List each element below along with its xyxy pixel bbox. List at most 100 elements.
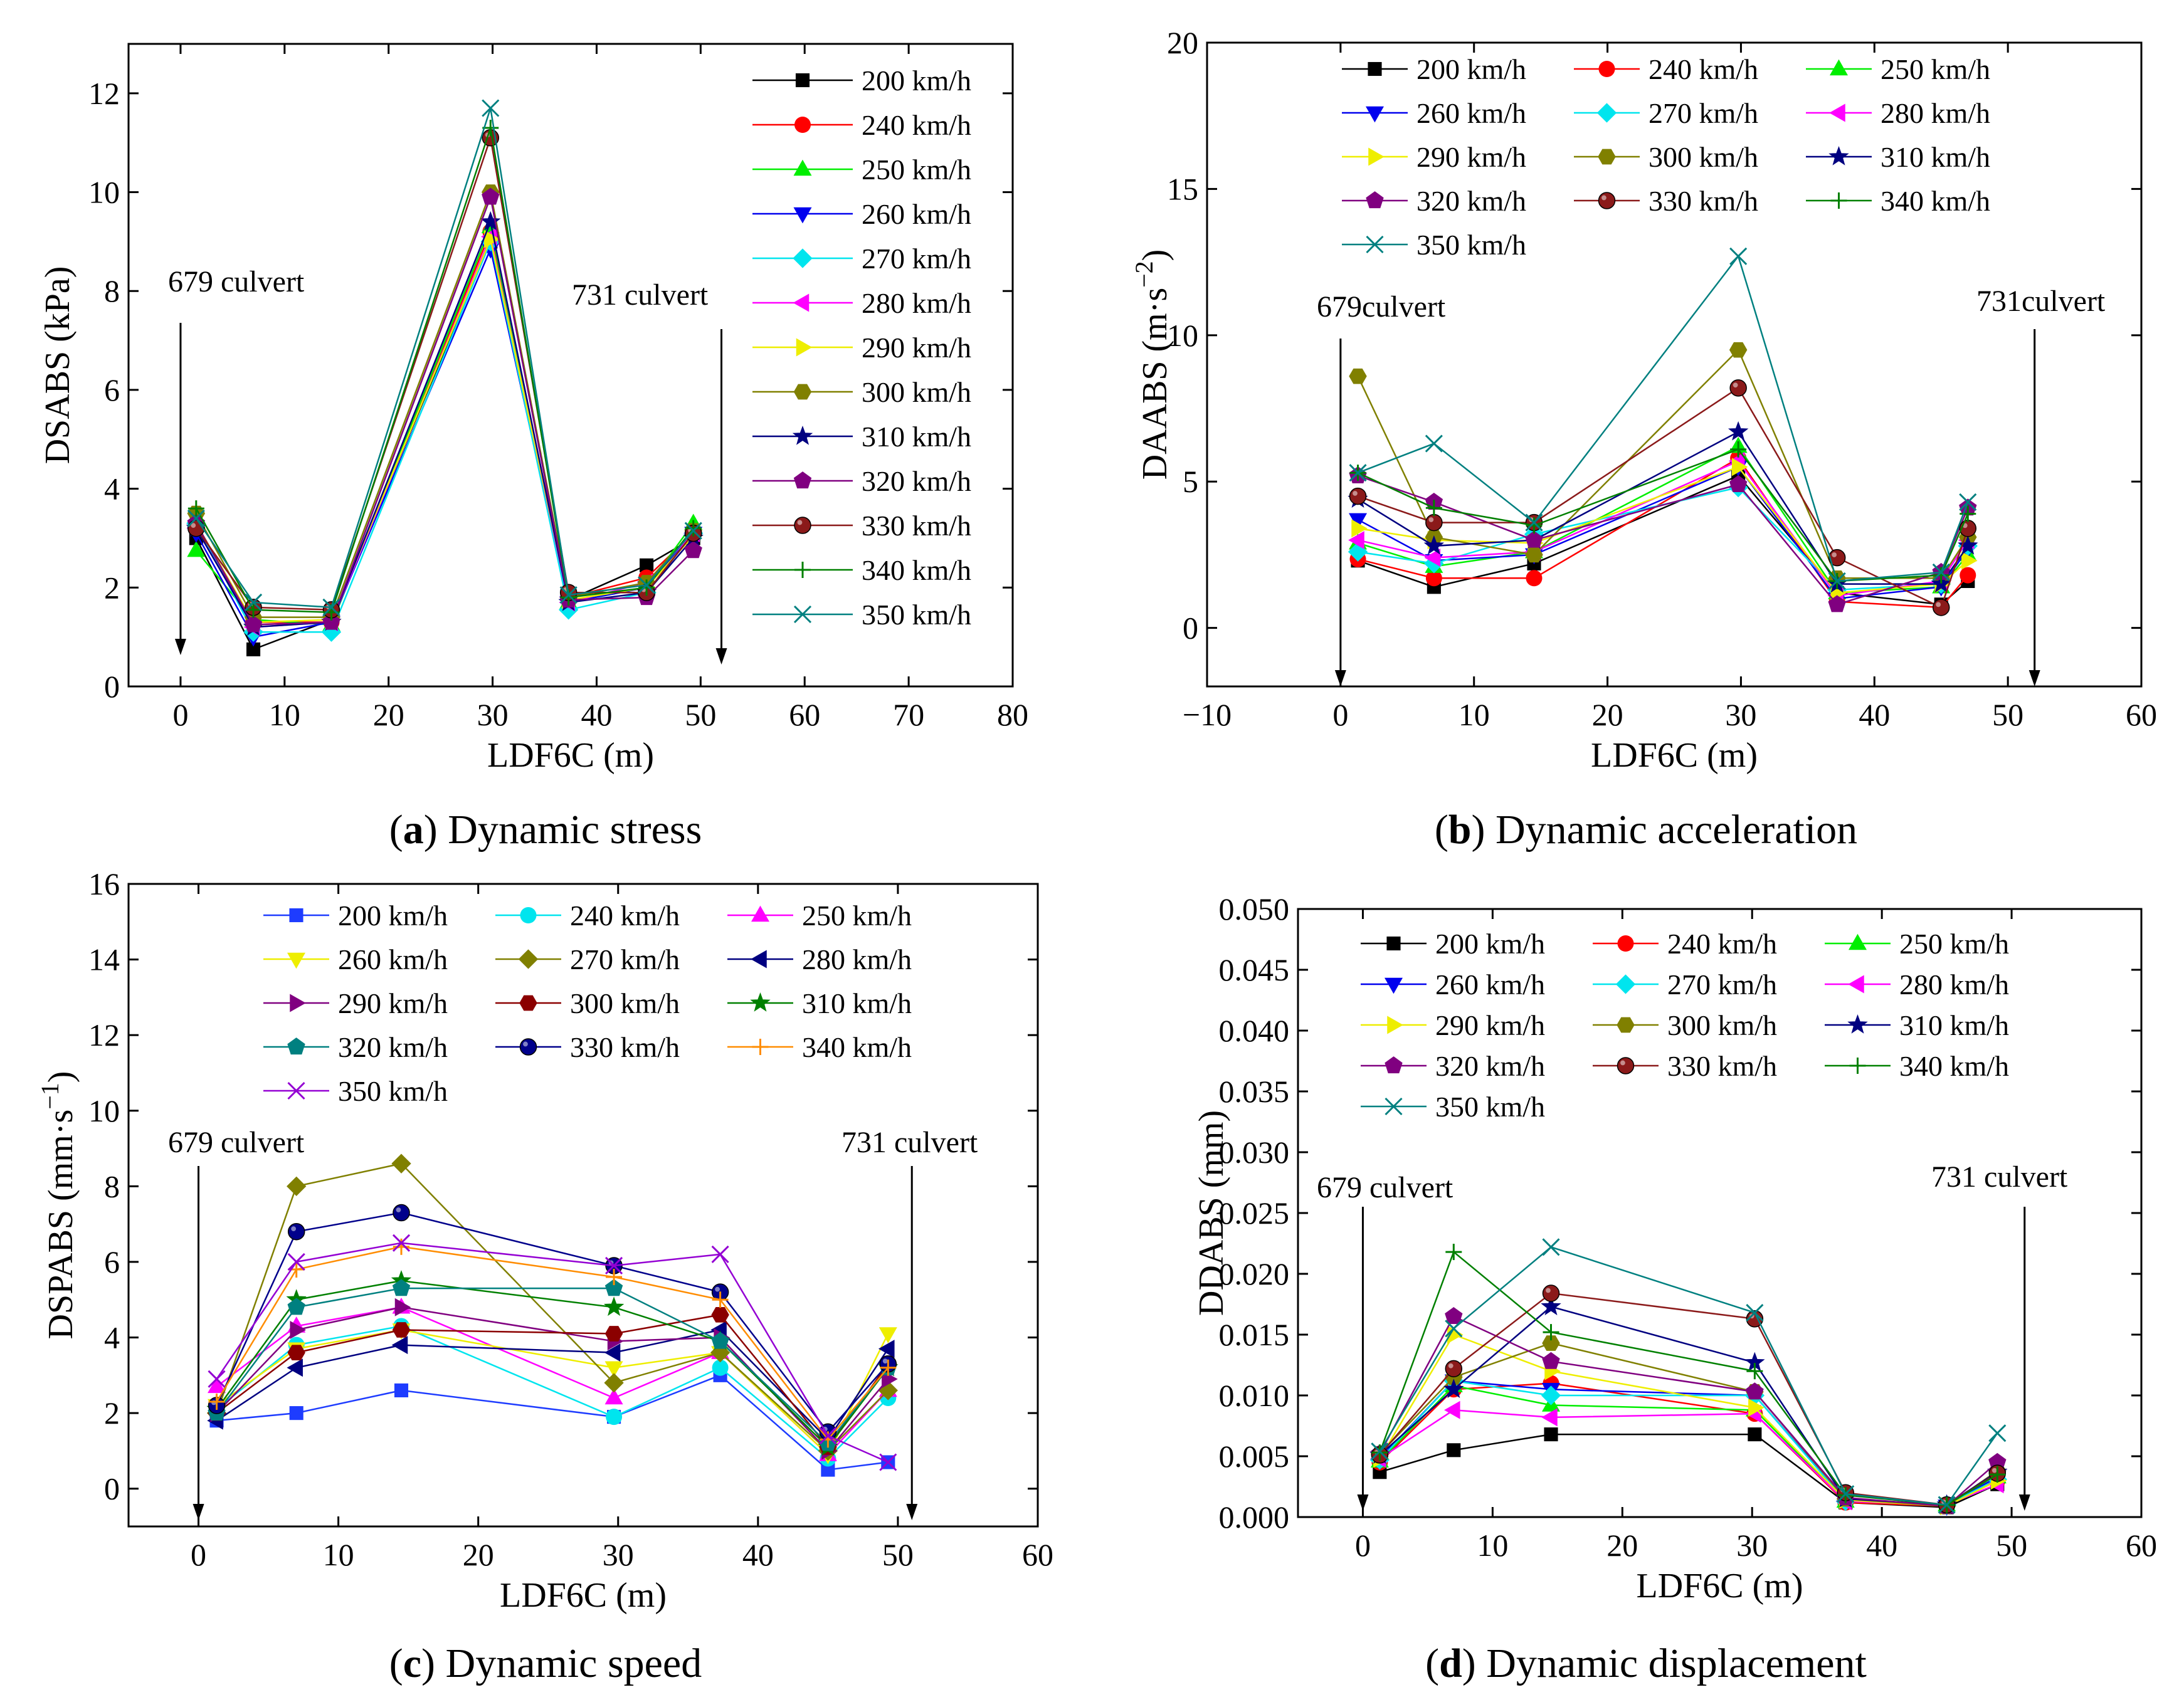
panel-a-legend-entry: 250 km/h <box>752 154 971 186</box>
panel-a-legend-label: 270 km/h <box>862 243 971 275</box>
panel-c-data-point-d2 <box>605 1256 623 1275</box>
panel-b-legend-entry: 240 km/h <box>1574 53 1758 85</box>
panel-b-data-point-highlight <box>1936 602 1941 607</box>
panel-d-data-point <box>1371 1442 1389 1461</box>
panel-b-legend-label: 250 km/h <box>1881 53 1990 85</box>
panel-d-data-point-d2 <box>1542 1238 1560 1256</box>
panel-c-legend-entry: 280 km/h <box>727 943 912 975</box>
panel-d-xtick-label: 10 <box>1477 1528 1508 1563</box>
panel-b-ylabel-part1: DAABS (m·s <box>1136 288 1174 480</box>
panel-d-legend-entry: 260 km/h <box>1361 969 1545 1001</box>
panel-b-data-point <box>1828 595 1846 612</box>
panel-d-data-point <box>1746 1304 1764 1322</box>
panel-c-caption-letter: c <box>403 1641 421 1686</box>
panel-c-xtick-label: 60 <box>1022 1537 1053 1572</box>
panel-b-data-point <box>1729 475 1748 492</box>
panel-d-series-300-km-h <box>1371 1335 2007 1514</box>
panel-c-legend-label: 290 km/h <box>338 987 448 1019</box>
panel-c-ytick-label: 16 <box>88 866 120 901</box>
panel-c-legend-entry: 300 km/h <box>495 987 680 1019</box>
panel-c-caption-text: Dynamic speed <box>446 1641 702 1686</box>
panel-b-legend-entry: 250 km/h <box>1806 53 1990 85</box>
panel-a-caption-letter: a <box>403 807 424 853</box>
panel-a-legend-entry: 310 km/h <box>752 421 971 453</box>
panel-c-legend-label: 200 km/h <box>338 900 448 932</box>
panel-a-data-point <box>684 541 702 559</box>
panel-b-legend-marker <box>1366 235 1384 254</box>
panel-b-data-point <box>1933 567 1949 584</box>
panel-b-xtick-label: 0 <box>1332 697 1348 732</box>
panel-b-legend-marker <box>1366 191 1384 209</box>
panel-b-data-point <box>1349 487 1367 505</box>
panel-c-data-point <box>392 1234 411 1252</box>
panel-c-data-point <box>287 1298 305 1315</box>
panel-b-culvert-arrowhead-1 <box>2028 670 2040 686</box>
panel-c-data-point <box>208 1377 226 1394</box>
panel-d-ytick-label: 0.040 <box>1219 1013 1290 1048</box>
panel-d-series-290-km-h <box>1373 1325 2007 1516</box>
panel-b-legend-entry: 200 km/h <box>1342 53 1526 85</box>
panel-b-data-point <box>1348 531 1364 550</box>
panel-a-legend-marker <box>792 425 813 445</box>
panel-a-legend-entry: 320 km/h <box>752 465 971 497</box>
panel-c-xlabel: LDF6C (m) <box>500 1576 667 1615</box>
panel-c-series-350-km-h <box>208 1234 897 1471</box>
panel-d-series-line <box>1379 1409 1998 1506</box>
panel-a-legend-label: 280 km/h <box>862 287 971 319</box>
panel-d-caption-text: Dynamic displacement <box>1486 1641 1867 1686</box>
panel-b-series-340-km-h <box>1349 441 1976 589</box>
panel-b-data-point <box>1958 535 1978 555</box>
panel-d-legend-entry: 270 km/h <box>1593 969 1777 1001</box>
panel-b-series-310-km-h <box>1348 421 1978 593</box>
panel-c-xtick-label: 40 <box>742 1537 774 1572</box>
panel-b-data-point-d2 <box>1729 247 1748 265</box>
panel-a-xtick-label: 60 <box>789 697 820 732</box>
panel-d-legend-label: 320 km/h <box>1435 1050 1545 1082</box>
panel-b-series-330-km-h <box>1349 379 1977 616</box>
panel-d-legend-label: 270 km/h <box>1667 969 1777 1001</box>
panel-a-data-point <box>480 211 501 231</box>
panel-b-ytick-label: 5 <box>1183 464 1198 499</box>
panel-a-data-point-d2 <box>684 522 702 540</box>
panel-b-data-point-d2 <box>1828 572 1846 591</box>
panel-c-ytick-label: 14 <box>88 942 120 977</box>
panel-b-legend-label: 340 km/h <box>1881 185 1990 217</box>
panel-a-legend-entry: 270 km/h <box>752 243 971 275</box>
panel-d-series-line <box>1380 1433 1998 1508</box>
panel-a-data-point-d2 <box>322 598 340 616</box>
panel-c-legend-marker <box>287 1081 305 1100</box>
panel-b-legend-marker <box>1368 147 1385 166</box>
panel-a-data-point-highlight <box>191 523 196 528</box>
panel-c-ylabel-superscript: −1 <box>36 1083 64 1110</box>
panel-a-data-point-d2 <box>638 576 656 594</box>
panel-a-ytick-label: 2 <box>104 570 120 605</box>
panel-a-data-point <box>187 519 205 537</box>
panel-d-data-point <box>1541 1296 1561 1316</box>
panel-b-data-point-highlight <box>1733 382 1738 388</box>
panel-d-data-point-d2 <box>1371 1442 1389 1461</box>
panel-c-data-point <box>287 1345 305 1360</box>
panel-c-data-point <box>391 1336 408 1355</box>
panel-c-ytick-label: 0 <box>104 1471 120 1506</box>
panel-b-data-point <box>1828 572 1846 591</box>
panel-a-data-point <box>246 642 261 656</box>
panel-c-ytick-label: 6 <box>104 1244 120 1279</box>
panel-a-legend-marker <box>793 384 812 400</box>
panel-c-series-300-km-h <box>208 1307 897 1455</box>
panel-c-ylabel-part1: DSPABS (mm·s <box>41 1110 80 1340</box>
panel-d-ytick-label: 0.015 <box>1219 1317 1290 1352</box>
panel-c-legend-marker <box>518 949 539 969</box>
panel-d-data-point-d2 <box>1938 1496 1956 1514</box>
panel-d-legend-marker <box>1384 977 1403 994</box>
panel-d-annotation-right: 731 culvert <box>1931 1160 2068 1194</box>
panel-c-culvert-arrowhead-0 <box>193 1504 204 1520</box>
panel-c-ylabel-part3: ) <box>41 1071 80 1083</box>
panel-d-legend-marker <box>1385 1097 1403 1116</box>
panel-a-legend-marker <box>793 471 812 489</box>
panel-b-xtick-label: 30 <box>1725 697 1756 732</box>
panel-a-data-point <box>187 509 205 527</box>
panel-d-data-point <box>1938 1496 1956 1514</box>
panel-b-series-280-km-h <box>1348 452 1975 605</box>
panel-b-data-point <box>1729 247 1748 265</box>
panel-c-legend-label: 340 km/h <box>802 1031 912 1063</box>
